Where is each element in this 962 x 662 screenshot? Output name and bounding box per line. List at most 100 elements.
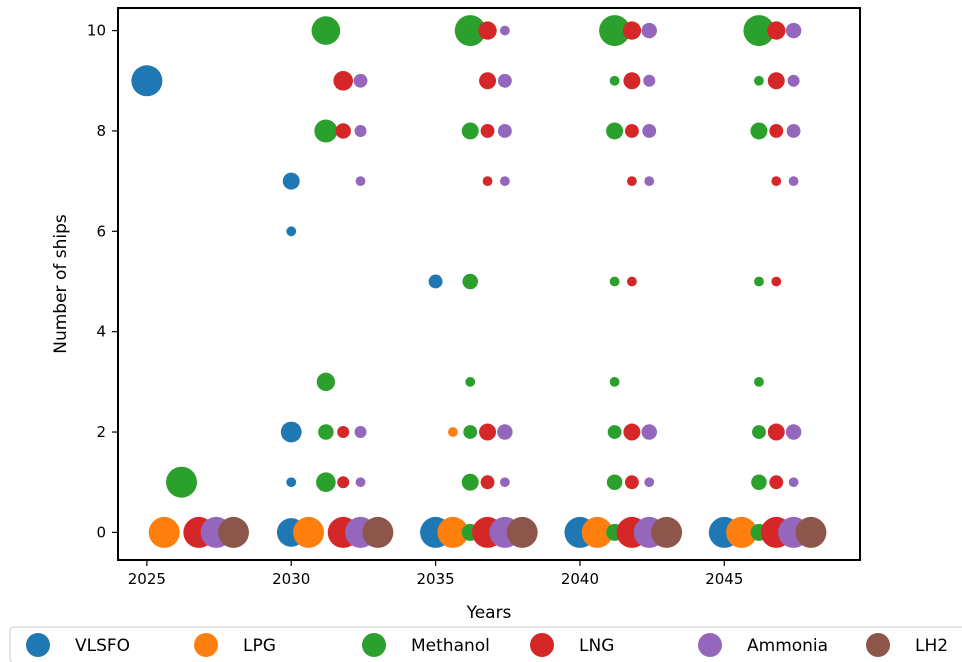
- data-point: [641, 424, 657, 440]
- data-point: [771, 176, 782, 187]
- data-point: [767, 21, 786, 40]
- data-point: [166, 466, 198, 498]
- data-point: [767, 423, 785, 441]
- data-point: [754, 75, 764, 86]
- data-point: [506, 516, 538, 548]
- data-point: [609, 276, 620, 287]
- data-point: [771, 276, 782, 287]
- data-point: [751, 474, 767, 490]
- data-point: [499, 176, 510, 187]
- data-point: [479, 72, 497, 90]
- data-point: [606, 474, 623, 490]
- plot-frame: [117, 7, 861, 561]
- y-tick-label: 8: [96, 122, 106, 140]
- data-point: [607, 425, 622, 439]
- data-point: [293, 516, 325, 548]
- data-point: [609, 376, 620, 387]
- x-tick-label: 2045: [705, 570, 743, 588]
- data-point: [479, 423, 497, 441]
- legend-item-lpg: LPG: [194, 633, 276, 657]
- data-point: [316, 472, 336, 493]
- series-lpg: [148, 427, 758, 548]
- x-tick-label: 2030: [272, 570, 310, 588]
- data-point: [462, 273, 478, 290]
- data-point: [131, 65, 163, 97]
- data-point: [497, 424, 513, 440]
- legend-item-methanol: Methanol: [362, 633, 490, 657]
- x-tick-label: 2025: [128, 570, 166, 588]
- data-point: [448, 427, 458, 437]
- legend-item-vlsfo: VLSFO: [26, 633, 130, 657]
- data-point: [461, 473, 479, 491]
- data-point: [627, 276, 637, 287]
- data-point: [642, 124, 657, 138]
- data-point: [316, 372, 336, 392]
- data-point: [581, 516, 613, 548]
- data-point: [355, 477, 366, 488]
- data-point: [606, 122, 624, 140]
- data-point: [482, 176, 493, 187]
- legend-marker: [362, 633, 386, 657]
- x-axis-title: Years: [466, 603, 512, 623]
- x-tick-label: 2040: [561, 570, 599, 588]
- data-point: [355, 176, 366, 187]
- data-point: [428, 274, 443, 289]
- data-point: [497, 73, 512, 88]
- data-point: [354, 426, 367, 439]
- data-point: [497, 124, 512, 138]
- legend-marker: [866, 633, 890, 657]
- data-point: [337, 426, 350, 439]
- data-point: [314, 119, 338, 143]
- legend-item-lng: LNG: [530, 633, 614, 657]
- x-axis: 2025 2030 2035 2040 2045: [128, 560, 743, 588]
- data-point: [499, 25, 510, 36]
- y-tick-label: 0: [96, 523, 106, 541]
- data-point: [641, 22, 657, 39]
- data-point: [461, 122, 479, 140]
- data-point: [624, 124, 639, 138]
- data-point: [767, 72, 785, 90]
- legend-label: Methanol: [411, 636, 490, 656]
- legend-marker: [530, 633, 554, 657]
- data-point: [788, 477, 799, 488]
- legend-label: LPG: [243, 636, 276, 656]
- data-point: [337, 476, 350, 489]
- data-point: [795, 516, 827, 548]
- data-point: [465, 376, 476, 387]
- data-point: [282, 172, 300, 190]
- data-point: [786, 124, 801, 138]
- data-point: [599, 15, 631, 47]
- data-point: [754, 276, 764, 287]
- data-point: [622, 21, 642, 40]
- data-point: [754, 376, 764, 387]
- data-point: [354, 124, 367, 137]
- data-point: [750, 122, 768, 140]
- data-point: [785, 424, 802, 440]
- data-point: [353, 73, 368, 88]
- data-point: [311, 16, 341, 45]
- data-point: [217, 516, 249, 548]
- y-axis-title: Number of ships: [51, 214, 71, 354]
- legend-label: LH2: [915, 636, 948, 656]
- data-point: [644, 477, 655, 488]
- legend-frame: [9, 626, 962, 662]
- data-point: [437, 516, 469, 548]
- data-point: [651, 516, 683, 548]
- data-point: [743, 15, 775, 47]
- data-point: [463, 425, 478, 439]
- legend-item-ammonia: Ammonia: [698, 633, 828, 657]
- legend-marker: [26, 633, 50, 657]
- legend-item-lh2: LH2: [866, 633, 948, 657]
- y-tick-label: 10: [87, 22, 106, 40]
- legend-marker: [698, 633, 722, 657]
- data-point: [787, 74, 800, 87]
- plot-area: [118, 8, 860, 560]
- legend-label: LNG: [579, 636, 614, 656]
- y-tick-label: 2: [96, 423, 106, 441]
- y-tick-label: 4: [96, 323, 106, 341]
- series-lh2: [217, 516, 827, 548]
- data-point: [726, 516, 758, 548]
- data-point: [623, 72, 641, 90]
- data-point: [623, 423, 641, 441]
